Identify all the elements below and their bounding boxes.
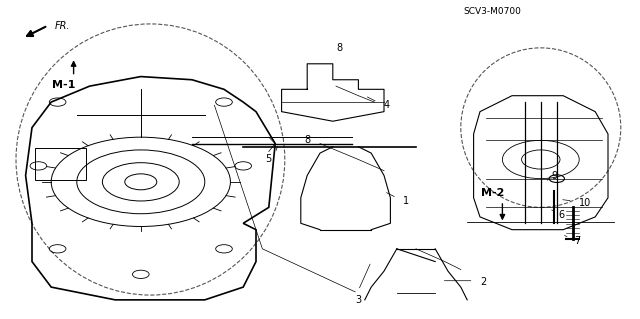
Text: 10: 10 [579, 197, 591, 208]
Text: 8: 8 [336, 43, 342, 53]
Text: 6: 6 [559, 210, 565, 220]
Text: 3: 3 [355, 295, 362, 305]
Text: M-1: M-1 [52, 80, 76, 90]
Text: 9: 9 [552, 171, 558, 182]
Text: 4: 4 [384, 100, 390, 110]
Text: 1: 1 [403, 196, 410, 206]
Text: 8: 8 [304, 135, 310, 145]
Text: 5: 5 [266, 154, 272, 165]
Text: M-2: M-2 [481, 188, 504, 198]
Text: 7: 7 [574, 236, 580, 246]
Text: FR.: FR. [54, 20, 70, 31]
Text: SCV3-M0700: SCV3-M0700 [464, 7, 522, 16]
Text: 2: 2 [480, 277, 486, 287]
